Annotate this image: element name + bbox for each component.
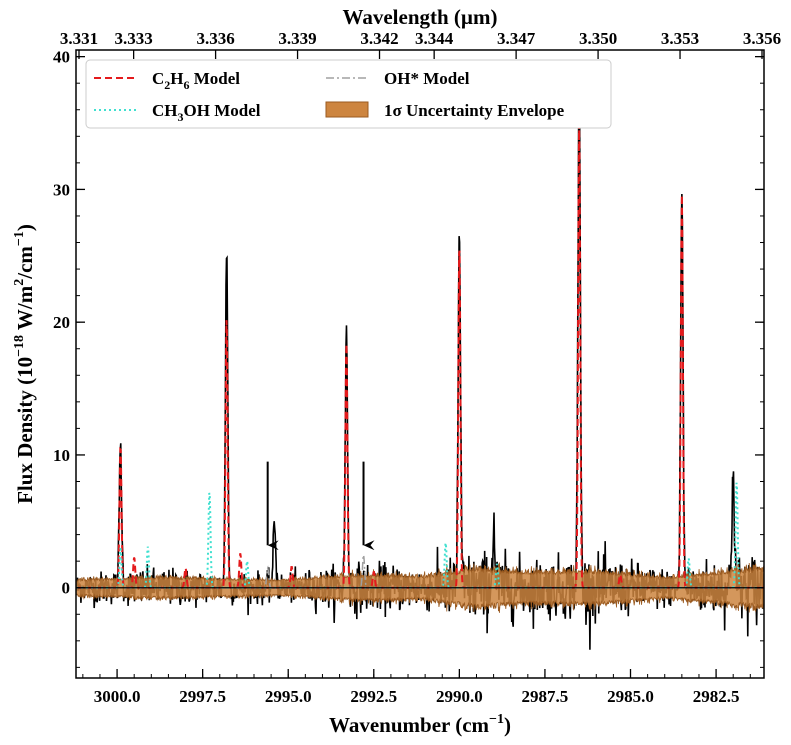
legend: C2H6 Model CH3OH Model OH* Model 1σ Uncerta… — [85, 59, 612, 129]
legend-label: CH3OH Model — [152, 101, 261, 124]
top-tick-label: 3.333 — [115, 29, 153, 48]
annotations — [266, 461, 375, 551]
x-tick-label: 2990.0 — [436, 687, 483, 706]
top-tick-label: 3.347 — [497, 29, 536, 48]
plot-area — [76, 88, 764, 650]
model-line-1 — [76, 124, 764, 589]
y-tick-label: 40 — [53, 48, 70, 67]
legend-label: C2H6 Model — [152, 69, 240, 92]
top-tick-label: 3.356 — [743, 29, 781, 48]
x-tick-label: 2985.0 — [607, 687, 654, 706]
x-tick-label: 2997.5 — [179, 687, 226, 706]
top-tick-label: 3.350 — [579, 29, 617, 48]
top-tick-label: 3.342 — [360, 29, 398, 48]
plot-frame — [75, 49, 765, 679]
y-tick-label: 10 — [53, 446, 70, 465]
x-tick-label: 3000.0 — [94, 687, 141, 706]
x-tick-label: 2987.5 — [522, 687, 569, 706]
y-tick-label: 30 — [53, 180, 70, 199]
legend-swatch-envelope — [325, 101, 369, 118]
legend-label: 1σ Uncertainty Envelope — [384, 101, 565, 120]
top-tick-label: 3.339 — [278, 29, 316, 48]
top-tick-label: 3.331 — [60, 29, 98, 48]
top-x-axis-title: Wavelength (µm) — [343, 5, 498, 29]
model-line-2 — [76, 482, 764, 589]
top-tick-label: 3.336 — [196, 29, 234, 48]
x-tick-label: 2995.0 — [265, 687, 312, 706]
observed-spectrum-line — [76, 88, 764, 650]
x-tick-label: 2992.5 — [350, 687, 397, 706]
y-tick-label: 20 — [53, 313, 70, 332]
top-tick-label: 3.344 — [415, 29, 454, 48]
x-tick-label: 2982.5 — [693, 687, 740, 706]
y-tick-label: 0 — [62, 579, 71, 598]
top-tick-label: 3.353 — [661, 29, 699, 48]
legend-label: OH* Model — [384, 69, 470, 88]
y-axis-title: Flux Density (10−18 W/m2/cm−1) — [12, 224, 37, 504]
legend-box — [85, 59, 612, 129]
x-axis-title: Wavenumber (cm−1) — [329, 712, 511, 737]
axes: 3000.0 2997.5 2995.0 2992.5 2990.0 2987.5 2985… — [53, 29, 781, 706]
